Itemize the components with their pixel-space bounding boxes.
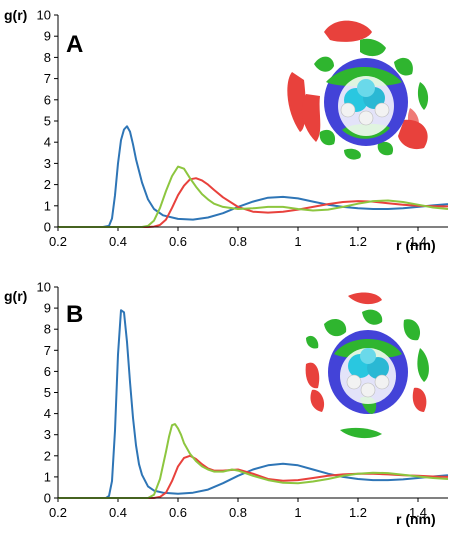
y-tick-label: 5 xyxy=(44,385,51,400)
x-tick-label: 1.2 xyxy=(349,234,367,249)
x-tick-label: 0.4 xyxy=(109,505,127,520)
panel-label: B xyxy=(66,301,83,328)
y-axis-label: g(r) xyxy=(4,288,27,304)
y-tick-label: 5 xyxy=(44,114,51,129)
y-tick-label: 7 xyxy=(44,343,51,358)
x-tick-label: 0.2 xyxy=(49,234,67,249)
x-tick-label: 1 xyxy=(294,234,301,249)
x-tick-label: 1.4 xyxy=(409,234,427,249)
y-tick-label: 6 xyxy=(44,364,51,379)
series-line-3 xyxy=(58,165,449,228)
y-tick-label: 10 xyxy=(37,8,51,23)
x-tick-label: 0.8 xyxy=(229,234,247,249)
series-line-1 xyxy=(58,125,449,228)
y-tick-label: 3 xyxy=(44,427,51,442)
y-tick-label: 10 xyxy=(37,280,51,295)
x-tick-label: 0.4 xyxy=(109,234,127,249)
series-line-2 xyxy=(58,454,449,499)
y-tick-label: 1 xyxy=(44,469,51,484)
y-tick-label: 3 xyxy=(44,156,51,171)
y-tick-label: 0 xyxy=(44,491,51,506)
plot-lines xyxy=(58,309,449,499)
y-axis-label: g(r) xyxy=(4,7,27,23)
panel-a-chart: g(r) A r (nm) 0 1 2 3 4 5 6 7 8 9 10 0.2 0.4 0.6 0.8 1… xyxy=(4,7,449,253)
y-tick-label: 8 xyxy=(44,322,51,337)
x-tick-label: 1.4 xyxy=(409,505,427,520)
y-tick-label: 2 xyxy=(44,177,51,192)
y-tick-label: 6 xyxy=(44,92,51,107)
y-tick-label: 9 xyxy=(44,301,51,316)
series-line-2 xyxy=(58,177,449,228)
y-tick-label: 8 xyxy=(44,50,51,65)
series-line-3 xyxy=(58,423,449,499)
y-tick-label: 4 xyxy=(44,406,51,421)
x-tick-label: 0.8 xyxy=(229,505,247,520)
series-line-1 xyxy=(58,309,449,499)
x-tick-label: 1.2 xyxy=(349,505,367,520)
y-tick-label: 1 xyxy=(44,198,51,213)
y-tick-label: 0 xyxy=(44,220,51,235)
x-tick-label: 0.6 xyxy=(169,505,187,520)
x-axis-label: r (nm) xyxy=(396,511,436,527)
x-tick-label: 0.2 xyxy=(49,505,67,520)
x-axis-label: r (nm) xyxy=(396,237,436,253)
y-tick-label: 4 xyxy=(44,135,51,150)
isosurface-inset-image xyxy=(305,292,429,439)
x-tick-label: 0.6 xyxy=(169,234,187,249)
isosurface-inset-image xyxy=(287,20,429,160)
y-tick-label: 2 xyxy=(44,448,51,463)
x-tick-label: 1 xyxy=(294,505,301,520)
panel-b-chart: g(r) B r (nm) 0 1 2 3 4 5 6 7 8 9 10 0.2 0.4 0.6 0.8 1… xyxy=(4,280,449,527)
y-tick-label: 7 xyxy=(44,71,51,86)
plot-lines xyxy=(58,125,449,228)
y-tick-label: 9 xyxy=(44,29,51,44)
panel-label: A xyxy=(66,31,83,58)
